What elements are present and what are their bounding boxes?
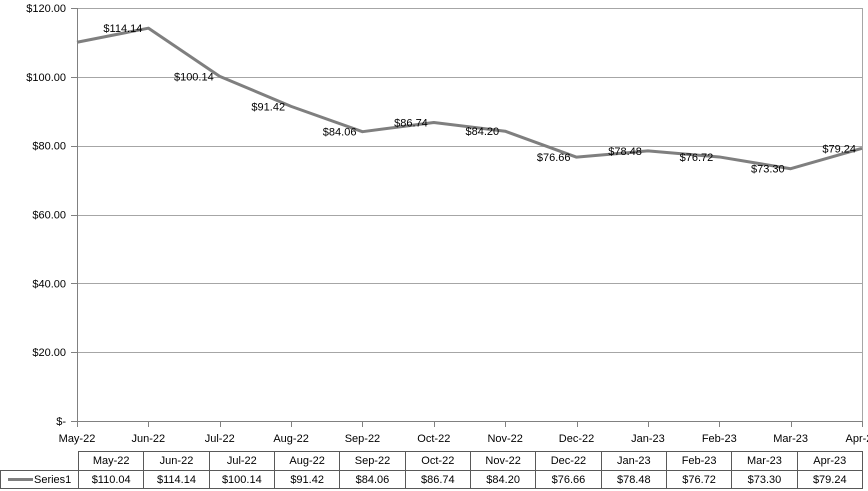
data-label: $84.20 <box>466 126 500 138</box>
table-header-cell: Mar-23 <box>731 451 798 471</box>
table-header-cell: May-22 <box>77 451 145 471</box>
data-label: $76.66 <box>537 152 571 164</box>
x-tick-label: Aug-22 <box>273 433 308 445</box>
table-value-cell: $78.48 <box>600 470 667 489</box>
data-label: $76.72 <box>680 152 714 164</box>
data-label: $79.24 <box>822 143 856 155</box>
table-header-cell: Feb-23 <box>665 451 733 471</box>
x-tick-label: Dec-22 <box>559 433 594 445</box>
series-line <box>76 26 863 171</box>
table-header-cell: Sep-22 <box>339 451 406 471</box>
y-tick-label: $80.00 <box>32 141 66 153</box>
y-tick-label: $60.00 <box>32 210 66 222</box>
table-value-cell: $100.14 <box>208 470 275 489</box>
table-header-cell: Oct-22 <box>404 451 471 471</box>
table-header-cell: Apr-23 <box>796 451 863 471</box>
y-tick-label: $100.00 <box>26 72 66 84</box>
chart-data-table: May-22 Jun-22 Jul-22 Aug-22 Sep-22 Oct-22 Nov-… <box>0 451 863 489</box>
y-tick-label: $120.00 <box>26 3 66 15</box>
x-tick-label: Apr-23 <box>845 433 868 445</box>
table-header-row: May-22 Jun-22 Jul-22 Aug-22 Sep-22 Oct-22 Nov-… <box>1 451 863 471</box>
table-value-cell: $86.74 <box>404 470 471 489</box>
table-value-cell: $114.14 <box>143 470 210 489</box>
table-value-cell: $110.04 <box>77 470 145 489</box>
data-label: $91.42 <box>251 101 285 113</box>
x-tick-label: Jan-23 <box>631 433 665 445</box>
data-label: $86.74 <box>394 117 428 129</box>
table-header-cell: Nov-22 <box>469 451 537 471</box>
table-value-cell: $76.72 <box>665 470 733 489</box>
table-header-cell: Dec-22 <box>535 451 602 471</box>
table-value-cell: $73.30 <box>731 470 798 489</box>
table-value-cell: $79.24 <box>796 470 863 489</box>
data-label: $114.14 <box>103 23 142 35</box>
x-tick-label: Jul-22 <box>205 433 235 445</box>
y-tick-label: $20.00 <box>32 347 66 359</box>
table-value-row: Series1 $110.04 $114.14 $100.14 $91.42 $84.06… <box>0 470 863 489</box>
data-label: $78.48 <box>608 146 642 158</box>
x-tick-label: Nov-22 <box>487 433 522 445</box>
table-header-cell: Jul-22 <box>208 451 275 471</box>
data-label: $100.14 <box>174 71 214 83</box>
x-tick-label: Jun-22 <box>132 433 166 445</box>
table-header-cell: Jan-23 <box>600 451 667 471</box>
y-tick-label: $40.00 <box>32 278 66 290</box>
x-tick-label: Mar-23 <box>773 433 808 445</box>
data-label: $84.06 <box>323 127 357 139</box>
data-label: $73.30 <box>751 164 785 176</box>
table-header-cell: Jun-22 <box>143 451 210 471</box>
table-value-cell: $84.06 <box>339 470 406 489</box>
legend-entry: Series1 <box>2 473 78 486</box>
legend-line-key-icon <box>8 478 33 481</box>
table-header-cell: Aug-22 <box>273 451 341 471</box>
x-tick-label: Oct-22 <box>417 433 450 445</box>
x-tick-label: May-22 <box>59 433 96 445</box>
table-blank-cell <box>1 452 79 471</box>
x-tick-label: Feb-23 <box>702 433 737 445</box>
legend-cell: Series1 <box>0 470 79 489</box>
legend-label: Series1 <box>34 473 72 486</box>
y-tick-label: $- <box>56 416 66 428</box>
table-value-cell: $76.66 <box>535 470 602 489</box>
table-value-cell: $91.42 <box>273 470 341 489</box>
x-tick-label: Sep-22 <box>345 433 380 445</box>
table-value-cell: $84.20 <box>469 470 537 489</box>
